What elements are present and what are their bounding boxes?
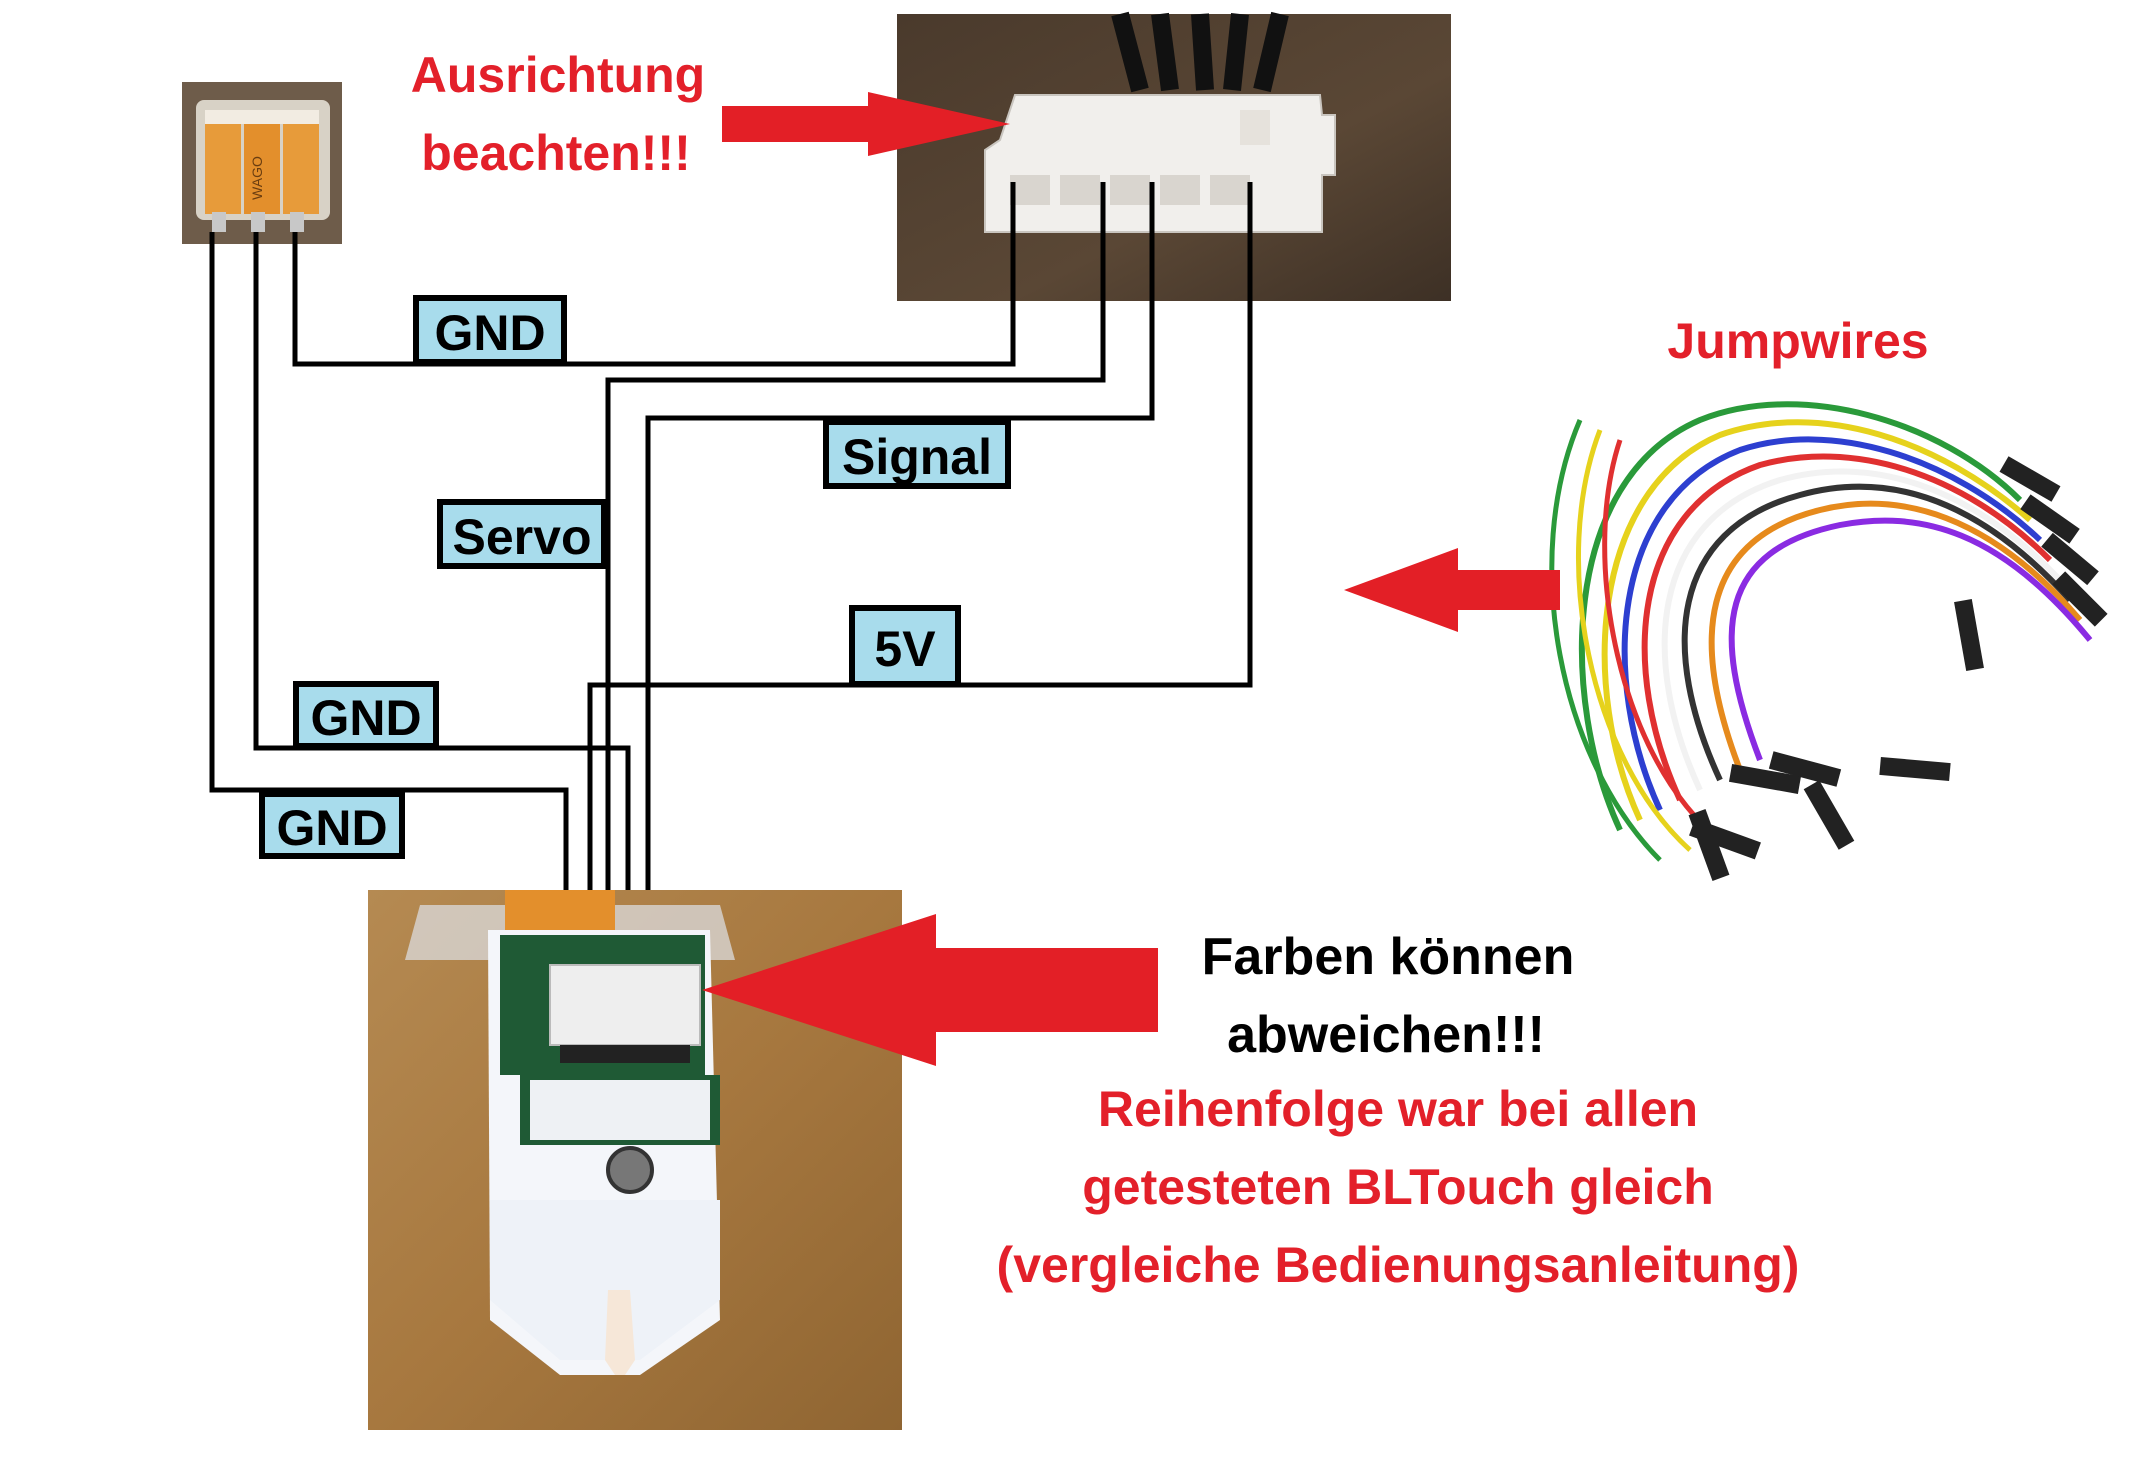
order-text-line1: Reihenfolge war bei allen — [1098, 1081, 1698, 1137]
label-gnd-mid: GND — [293, 681, 439, 749]
order-text-line3: (vergleiche Bedienungsanleitung) — [997, 1237, 1800, 1293]
wire-gnd-top — [292, 182, 1016, 367]
wago-connector-photo: WAGO — [182, 82, 342, 244]
label-5v-text: 5V — [874, 621, 936, 677]
label-5v: 5V — [849, 605, 961, 687]
label-gnd-mid-text: GND — [310, 690, 421, 746]
label-gnd-bottom: GND — [259, 791, 405, 859]
label-gnd-top-text: GND — [434, 305, 545, 361]
wire-gnd-mid — [253, 232, 631, 890]
board-connector-photo — [897, 11, 1451, 301]
wire-signal — [645, 182, 1155, 890]
orientation-text-line1: Ausrichtung — [411, 47, 705, 103]
arrow-bltouch — [702, 914, 1158, 1066]
label-signal: Signal — [823, 419, 1011, 489]
label-signal-text: Signal — [842, 429, 992, 485]
arrow-orientation — [722, 92, 1010, 156]
label-servo-text: Servo — [453, 509, 592, 565]
jumpwires-image — [1549, 401, 2108, 881]
order-text-line2: getesteten BLTouch gleich — [1082, 1159, 1714, 1215]
wago-marking: WAGO — [249, 156, 265, 200]
jumpwires-title: Jumpwires — [1667, 313, 1928, 369]
wire-servo — [605, 182, 1106, 890]
wire-gnd-bottom — [209, 232, 569, 890]
orientation-text-line2: beachten!!! — [421, 125, 690, 181]
label-gnd-bottom-text: GND — [276, 800, 387, 856]
label-gnd-top: GND — [413, 295, 567, 365]
label-servo: Servo — [437, 499, 607, 569]
colors-text-line2: abweichen!!! — [1227, 1006, 1545, 1064]
colors-text-line1: Farben können — [1202, 928, 1575, 986]
arrow-jumpwires — [1344, 548, 1560, 632]
